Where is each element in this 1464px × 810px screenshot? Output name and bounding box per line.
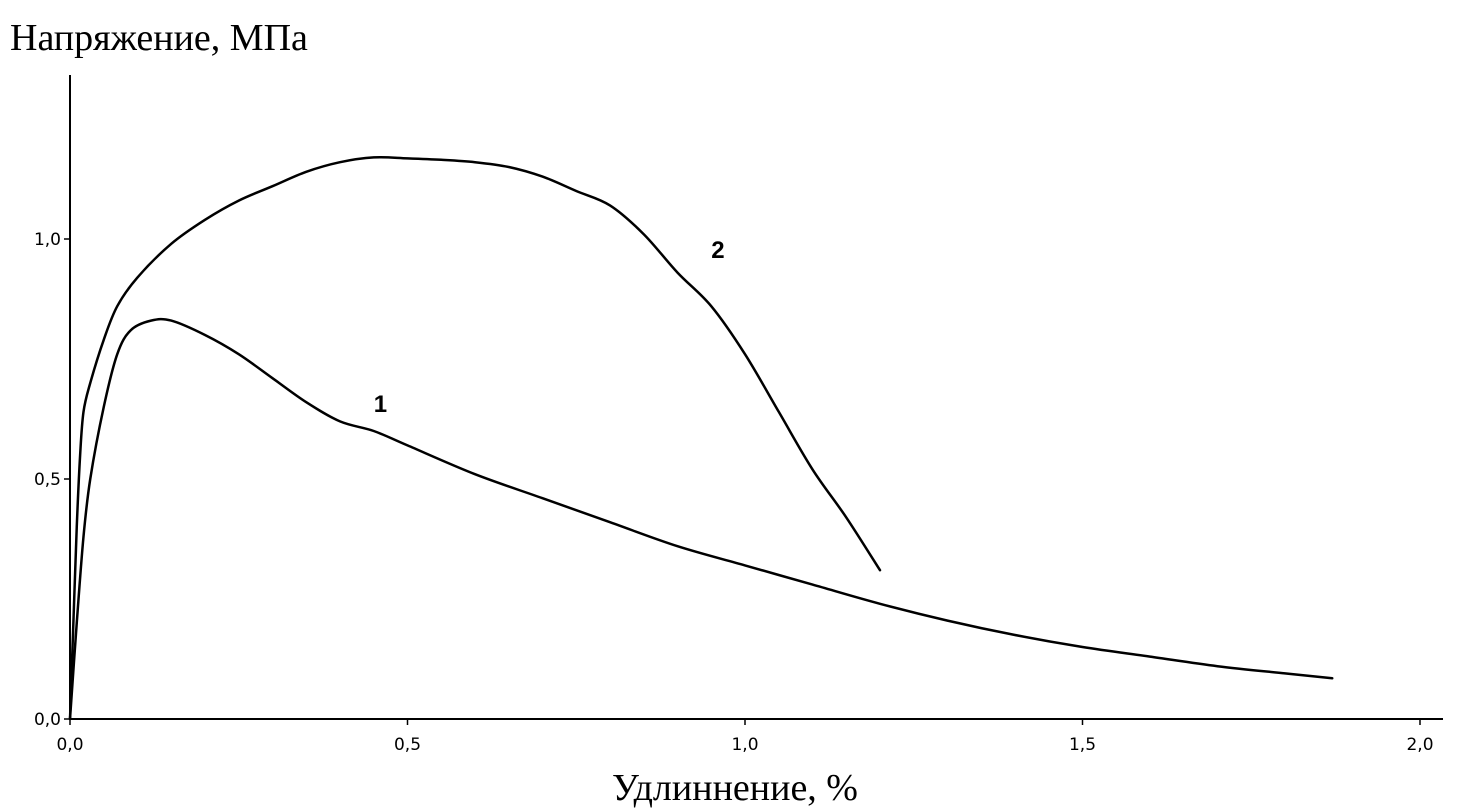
series-line-1 [68, 317, 1334, 721]
x-tick-label: 2,0 [1406, 735, 1433, 755]
y-axis-label: Напряжение, МПа [10, 17, 308, 59]
series-group [68, 155, 1334, 721]
x-tick-label: 0,5 [394, 735, 421, 755]
y-tick-label: 1,0 [34, 230, 61, 250]
series-line-2 [68, 155, 882, 721]
x-ticks: 0,0 0,5 1,0 1,5 2,0 [56, 719, 1434, 755]
y-ticks: 0,0 0,5 1,0 [34, 230, 70, 730]
y-tick-label: 0,0 [34, 710, 61, 730]
series-labels: 12 [374, 237, 725, 418]
series-label-2: 2 [711, 237, 724, 264]
series-label-1: 1 [374, 391, 387, 418]
x-tick-label: 1,5 [1069, 735, 1096, 755]
x-tick-label: 0,0 [56, 735, 83, 755]
x-axis-label: Удлиннение, % [612, 767, 858, 809]
x-tick-label: 1,0 [731, 735, 758, 755]
y-tick-label: 0,5 [34, 470, 61, 490]
